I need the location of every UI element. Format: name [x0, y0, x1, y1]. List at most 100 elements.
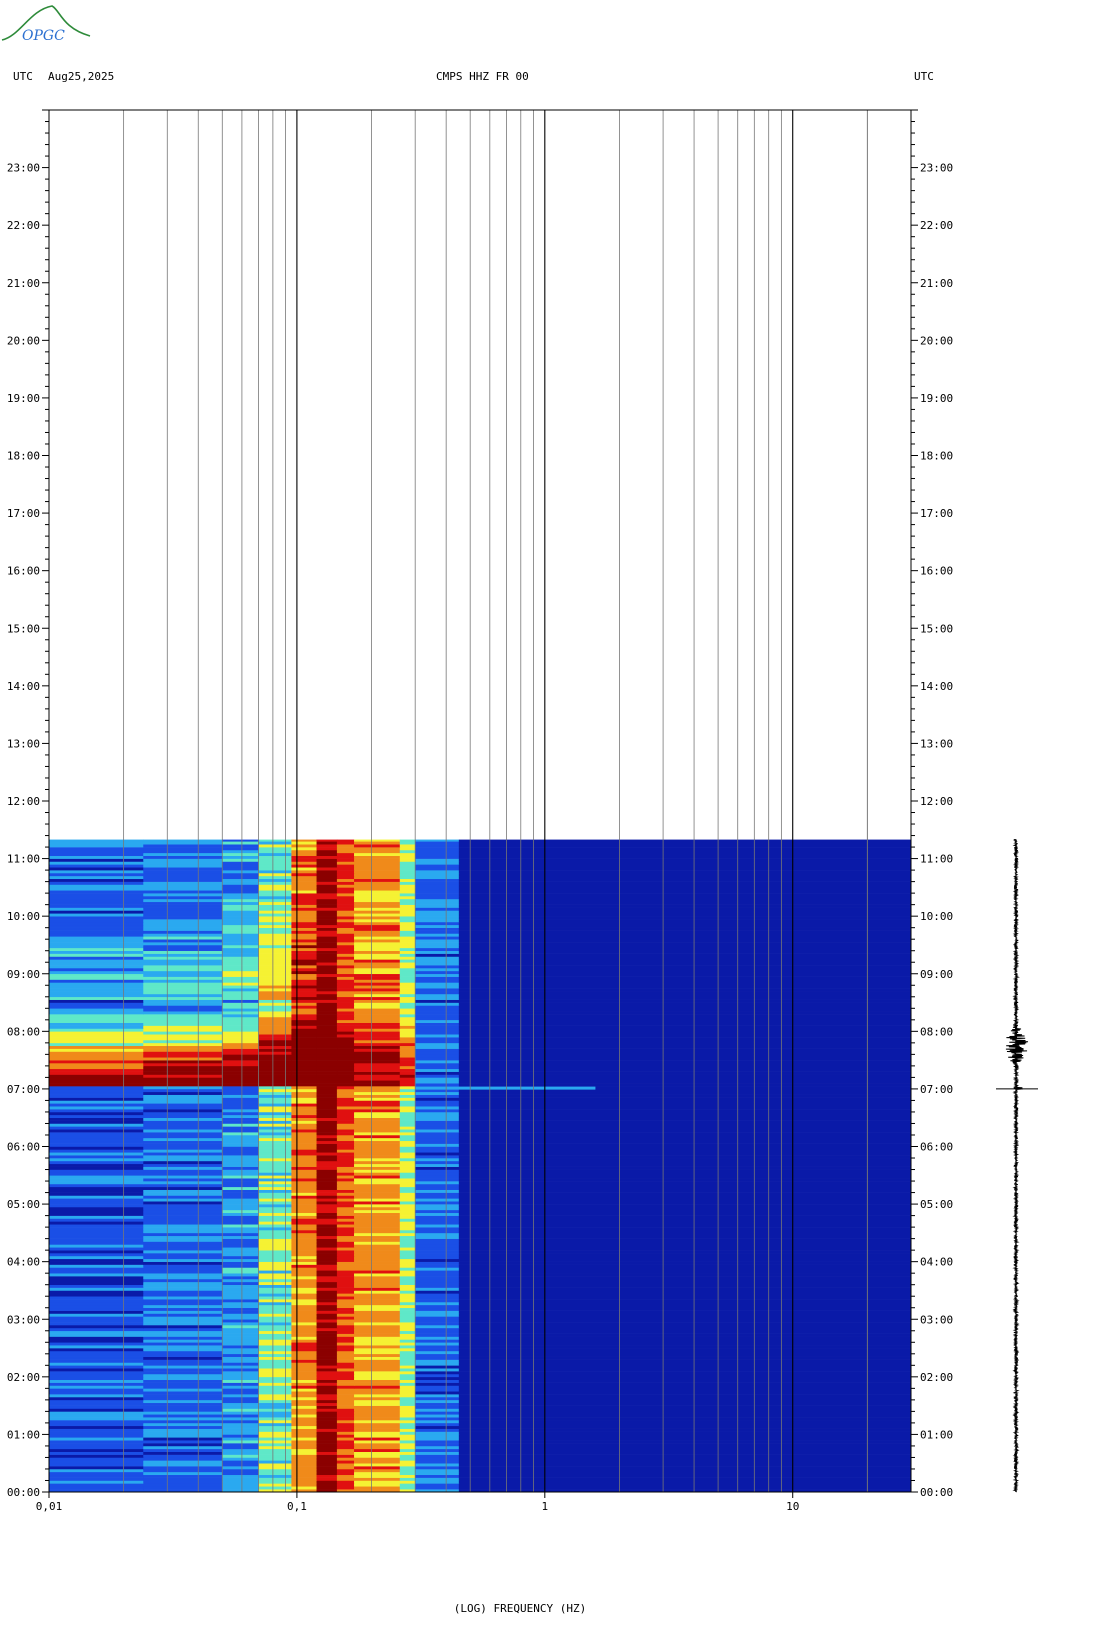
heatmap-cell	[316, 1247, 338, 1251]
heatmap-cell	[415, 1097, 460, 1101]
heatmap-cell	[258, 1414, 292, 1418]
heatmap-cell	[291, 1123, 318, 1127]
heatmap-cell	[354, 953, 401, 957]
heatmap-cell	[336, 1284, 355, 1288]
heatmap-cell	[399, 867, 416, 871]
heatmap-cell	[291, 939, 318, 943]
heatmap-cell	[336, 962, 355, 966]
heatmap-cell	[415, 1425, 460, 1429]
heatmap-cell	[415, 1316, 460, 1320]
heatmap-cell	[336, 1071, 355, 1075]
heatmap-cell	[316, 1183, 338, 1188]
heatmap-cell	[415, 924, 460, 928]
heatmap-cell	[415, 847, 460, 851]
heatmap-cell	[143, 1330, 223, 1334]
heatmap-cell	[458, 1373, 912, 1378]
heatmap-cell	[415, 1129, 460, 1133]
heatmap-cell	[222, 1445, 260, 1450]
heatmap-cell	[49, 1111, 144, 1116]
heatmap-cell	[354, 1474, 401, 1478]
heatmap-cell	[49, 1336, 144, 1340]
heatmap-cell	[458, 1048, 912, 1052]
heatmap-cell	[49, 1273, 144, 1277]
heatmap-cell	[316, 1126, 338, 1130]
heatmap-cell	[399, 1255, 416, 1260]
heatmap-cell	[399, 1422, 416, 1427]
heatmap-cell	[458, 1489, 912, 1493]
heatmap-cell	[291, 1014, 318, 1018]
heatmap-cell	[258, 1394, 292, 1398]
heatmap-cell	[399, 967, 416, 972]
heatmap-cell	[291, 985, 318, 989]
heatmap-cell	[336, 1368, 355, 1372]
heatmap-cell	[336, 1221, 355, 1225]
heatmap-cell	[143, 962, 223, 966]
heatmap-cell	[258, 1163, 292, 1167]
heatmap-cell	[399, 910, 416, 914]
heatmap-cell	[415, 919, 460, 923]
heatmap-cell	[291, 1339, 318, 1343]
heatmap-cell	[336, 1218, 355, 1222]
heatmap-cell	[354, 1443, 401, 1447]
heatmap-cell	[291, 1042, 318, 1047]
heatmap-cell	[143, 878, 223, 882]
heatmap-cell	[258, 1304, 292, 1309]
heatmap-cell	[415, 1281, 460, 1285]
heatmap-cell	[49, 1002, 144, 1006]
heatmap-cell	[222, 1011, 260, 1015]
heatmap-cell	[336, 1241, 355, 1245]
heatmap-cell	[291, 1483, 318, 1487]
heatmap-cell	[399, 1039, 416, 1044]
heatmap-cell	[316, 1420, 338, 1424]
heatmap-cell	[291, 1117, 318, 1121]
heatmap-cell	[336, 1201, 355, 1205]
heatmap-cell	[49, 1267, 144, 1271]
heatmap-cell	[399, 1134, 416, 1139]
heatmap-cell	[336, 1373, 355, 1378]
heatmap-cell	[143, 893, 223, 897]
heatmap-cell	[399, 1016, 416, 1021]
heatmap-cell	[354, 982, 401, 986]
heatmap-cell	[354, 858, 401, 862]
heatmap-cell	[222, 947, 260, 952]
heatmap-cell	[399, 936, 416, 940]
heatmap-cell	[222, 1362, 260, 1366]
heatmap-cell	[399, 939, 416, 943]
heatmap-cell	[258, 1065, 292, 1070]
heatmap-cell	[291, 1218, 318, 1222]
heatmap-cell	[316, 1345, 338, 1349]
heatmap-cell	[354, 907, 401, 911]
heatmap-cell	[291, 982, 318, 986]
heatmap-cell	[399, 1330, 416, 1334]
heatmap-cell	[458, 884, 912, 888]
heatmap-cell	[399, 979, 416, 983]
heatmap-cell	[258, 1016, 292, 1021]
heatmap-cell	[258, 1014, 292, 1018]
heatmap-cell	[415, 1270, 460, 1274]
heatmap-cell	[143, 1325, 223, 1329]
heatmap-cell	[258, 1039, 292, 1044]
heatmap-cell	[291, 991, 318, 995]
heatmap-cell	[143, 1109, 223, 1113]
heatmap-cell	[458, 1486, 912, 1490]
time-tick-label: 23:00	[920, 162, 953, 175]
heatmap-cell	[399, 1103, 416, 1107]
heatmap-cell	[354, 950, 401, 954]
heatmap-cell	[222, 1083, 260, 1087]
heatmap-cell	[143, 1195, 223, 1199]
heatmap-cell	[258, 1258, 292, 1262]
heatmap-cell	[143, 933, 223, 937]
heatmap-cell	[415, 1278, 460, 1283]
heatmap-cell	[399, 1100, 416, 1104]
heatmap-cell	[399, 1350, 416, 1355]
time-tick-label: 22:00	[920, 219, 953, 232]
heatmap-cell	[458, 927, 912, 931]
heatmap-cell	[399, 1014, 416, 1018]
heatmap-cell	[258, 1253, 292, 1257]
heatmap-cell	[354, 1071, 401, 1075]
heatmap-cell	[222, 944, 260, 949]
heatmap-cell	[143, 953, 223, 957]
heatmap-cell	[222, 872, 260, 877]
heatmap-cell	[222, 1330, 260, 1334]
heatmap-cell	[336, 1117, 355, 1121]
